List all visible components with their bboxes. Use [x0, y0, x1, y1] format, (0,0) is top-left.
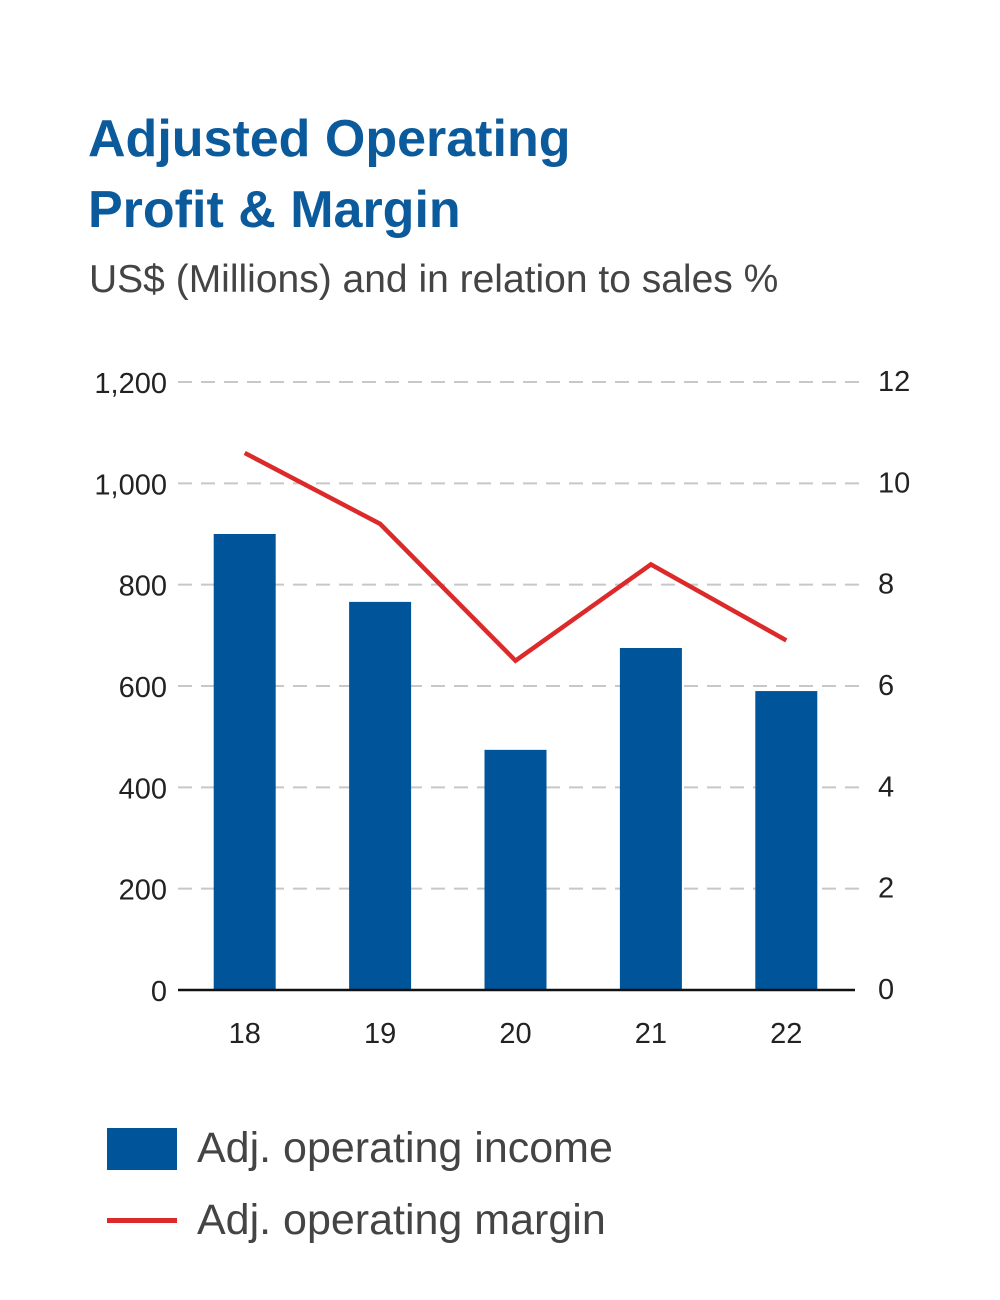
right-tick-label: 6: [878, 670, 894, 702]
x-tick-label: 21: [635, 1018, 667, 1050]
x-tick-label: 19: [364, 1018, 396, 1050]
right-tick-label: 10: [878, 467, 910, 499]
left-tick-label: 600: [119, 672, 167, 704]
title-line-2: Profit & Margin: [88, 181, 461, 239]
bar: [755, 691, 818, 990]
left-tick-label: 1,000: [94, 469, 167, 501]
left-tick-label: 1,200: [94, 368, 167, 400]
chart-title: Adjusted Operating Profit & Margin: [88, 104, 570, 246]
legend-swatch-line: [107, 1218, 177, 1223]
left-tick-label: 400: [119, 773, 167, 805]
right-tick-label: 4: [878, 771, 894, 803]
bar: [484, 749, 547, 990]
margin-line: [243, 450, 788, 664]
left-tick-label: 0: [151, 976, 167, 1008]
right-tick-label: 0: [878, 974, 894, 1006]
x-tick-label: 20: [499, 1018, 531, 1050]
chart-subtitle: US$ (Millions) and in relation to sales …: [89, 258, 779, 301]
x-tick-label: 22: [770, 1018, 802, 1050]
left-tick-label: 200: [119, 875, 167, 907]
legend-label-income: Adj. operating income: [197, 1124, 613, 1172]
legend-item-income: Adj. operating income: [107, 1124, 613, 1173]
right-tick-label: 2: [878, 873, 894, 905]
legend-swatch-bar: [107, 1127, 177, 1170]
bar: [619, 648, 682, 990]
right-tick-label: 12: [878, 366, 910, 398]
bar: [349, 601, 412, 990]
bar: [213, 534, 276, 990]
legend-label-margin: Adj. operating margin: [197, 1196, 606, 1244]
right-tick-label: 8: [878, 569, 894, 601]
x-tick-label: 18: [229, 1018, 261, 1050]
title-line-1: Adjusted Operating: [88, 110, 571, 168]
legend-item-margin: Adj. operating margin: [107, 1196, 606, 1245]
left-tick-label: 800: [119, 571, 167, 603]
